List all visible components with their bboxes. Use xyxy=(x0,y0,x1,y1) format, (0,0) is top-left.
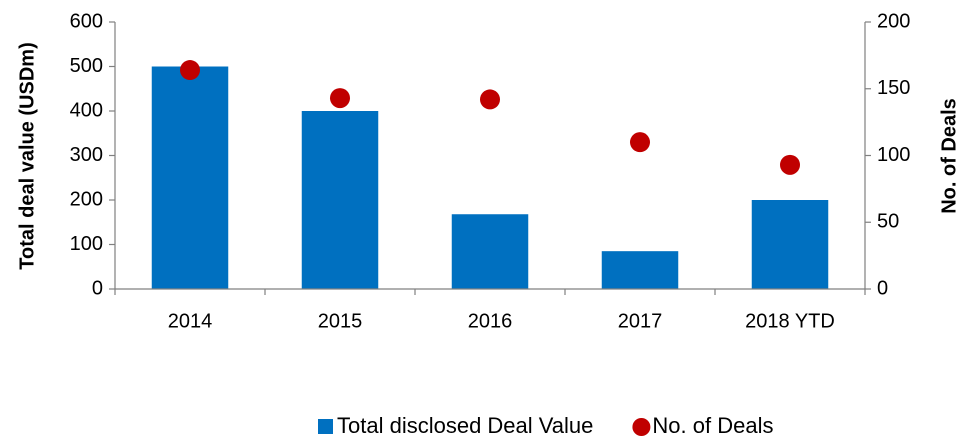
y-tick-label: 200 xyxy=(70,188,103,210)
y2-tick-label: 200 xyxy=(877,10,910,32)
point xyxy=(780,154,800,175)
x-tick-label: 2017 xyxy=(618,310,663,332)
y-tick-label: 0 xyxy=(92,277,103,299)
bar xyxy=(601,251,679,289)
y2-axis-label: No. of Deals xyxy=(938,98,960,214)
y-axis-label: Total deal value (USDm) xyxy=(16,42,38,269)
point xyxy=(630,132,650,153)
y-tick-label: 600 xyxy=(70,10,103,32)
y2-tick-label: 0 xyxy=(877,277,888,299)
legend-label: No. of Deals xyxy=(652,413,773,438)
bar xyxy=(151,66,229,289)
y-tick-label: 500 xyxy=(70,55,103,77)
y-tick-label: 400 xyxy=(70,99,103,121)
legend-marker xyxy=(318,419,333,434)
x-tick-label: 2014 xyxy=(168,310,213,332)
y2-tick-label: 50 xyxy=(877,211,899,233)
y2-tick-label: 100 xyxy=(877,144,910,166)
y-tick-label: 100 xyxy=(70,233,103,255)
legend-label: Total disclosed Deal Value xyxy=(337,413,593,438)
y-tick-label: 300 xyxy=(70,144,103,166)
legend-marker xyxy=(632,418,651,436)
bar xyxy=(751,200,829,289)
point xyxy=(180,60,200,81)
y2-tick-label: 150 xyxy=(877,77,910,99)
bar xyxy=(451,214,529,289)
x-tick-label: 2016 xyxy=(468,310,513,332)
x-tick-label: 2015 xyxy=(318,310,363,332)
point xyxy=(480,89,500,110)
point xyxy=(330,88,350,109)
x-tick-label: 2018 YTD xyxy=(745,310,835,332)
bar xyxy=(301,111,379,289)
